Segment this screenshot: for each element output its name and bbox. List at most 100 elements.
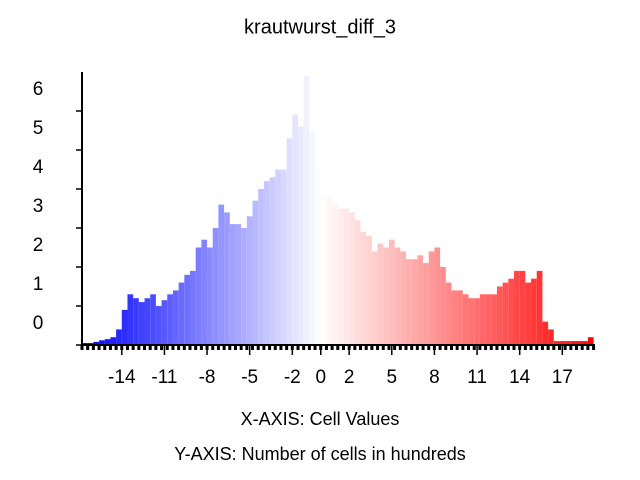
bar xyxy=(406,259,412,345)
bar xyxy=(201,239,208,345)
bar xyxy=(457,290,463,345)
bar xyxy=(587,337,594,345)
bar xyxy=(502,282,509,345)
bar xyxy=(263,181,270,345)
bar xyxy=(110,337,117,345)
x-tick-label: -2 xyxy=(284,367,301,388)
bar xyxy=(462,294,469,345)
bar xyxy=(491,294,497,345)
bar xyxy=(229,224,236,345)
x-tick-label: 0 xyxy=(315,367,326,388)
x-tick-label: -11 xyxy=(151,367,177,388)
bar xyxy=(178,282,185,345)
y-tick-label: 5 xyxy=(33,118,44,139)
bar xyxy=(536,270,543,345)
bar xyxy=(531,278,537,345)
y-tick-label: 6 xyxy=(33,79,44,100)
y-tick-label: 3 xyxy=(33,196,44,217)
bar xyxy=(360,231,367,345)
bar xyxy=(104,339,111,345)
bar xyxy=(349,212,355,345)
bar xyxy=(366,235,372,345)
x-tick-label: -5 xyxy=(241,367,258,388)
bar xyxy=(155,306,162,345)
bar xyxy=(508,278,514,345)
bar xyxy=(496,286,503,345)
bar xyxy=(400,251,406,345)
bar xyxy=(514,270,520,345)
bar xyxy=(326,196,333,345)
bar xyxy=(383,247,389,345)
bar xyxy=(519,270,526,345)
bar xyxy=(485,294,492,345)
y-tick-label: 2 xyxy=(33,235,44,256)
bar xyxy=(144,298,151,345)
x-tick-label: 11 xyxy=(467,367,487,388)
bar xyxy=(275,169,281,345)
bar xyxy=(474,298,480,345)
bar xyxy=(343,208,350,345)
bar xyxy=(337,208,344,345)
bar xyxy=(195,247,202,345)
bar xyxy=(241,228,247,345)
bar xyxy=(434,247,441,345)
bar xyxy=(93,341,100,345)
bar xyxy=(99,340,105,345)
bar xyxy=(246,216,253,345)
bar xyxy=(332,204,338,345)
bar xyxy=(576,341,583,345)
bar xyxy=(570,341,577,345)
x-axis-title: X-AXIS: Cell Values xyxy=(241,409,400,429)
bar xyxy=(423,263,429,345)
chart-title: krautwurst_diff_3 xyxy=(244,16,396,38)
bar xyxy=(394,247,401,345)
bar xyxy=(184,274,190,345)
x-tick-label: 2 xyxy=(344,367,355,388)
bar xyxy=(553,341,560,345)
x-tick-label: -14 xyxy=(108,367,136,388)
bar xyxy=(133,298,139,345)
bar xyxy=(207,247,213,345)
bar xyxy=(235,224,242,345)
bar xyxy=(371,251,378,345)
bar xyxy=(167,294,173,345)
bar xyxy=(565,341,571,345)
bar xyxy=(309,130,316,345)
y-tick-label: 1 xyxy=(33,274,44,295)
bar xyxy=(582,341,588,345)
x-tick-label: -8 xyxy=(199,367,216,388)
bar xyxy=(218,204,225,345)
bar xyxy=(468,298,475,345)
bar xyxy=(212,228,219,345)
bar xyxy=(525,282,532,345)
bar xyxy=(377,243,384,345)
bar xyxy=(542,321,549,345)
bar xyxy=(388,239,395,345)
bar xyxy=(315,169,321,345)
bar xyxy=(292,114,298,346)
bar xyxy=(190,270,196,345)
y-tick-label: 4 xyxy=(33,157,44,178)
bar xyxy=(417,255,424,345)
bar xyxy=(320,196,327,345)
bar xyxy=(548,329,554,345)
bar xyxy=(258,189,264,345)
bar xyxy=(286,138,293,345)
bars xyxy=(82,75,594,346)
y-axis-title: Y-AXIS: Number of cells in hundreds xyxy=(174,444,465,464)
x-tick-label: 14 xyxy=(509,367,531,388)
bar xyxy=(172,290,179,345)
x-tick-label: 17 xyxy=(552,367,573,388)
bar xyxy=(138,302,145,345)
bar xyxy=(354,220,361,345)
x-tick-label: 8 xyxy=(429,367,440,388)
bar xyxy=(303,75,310,346)
bar xyxy=(269,177,276,345)
bar xyxy=(252,200,259,345)
bar xyxy=(116,329,122,345)
bar xyxy=(428,251,435,345)
bar xyxy=(127,294,134,345)
